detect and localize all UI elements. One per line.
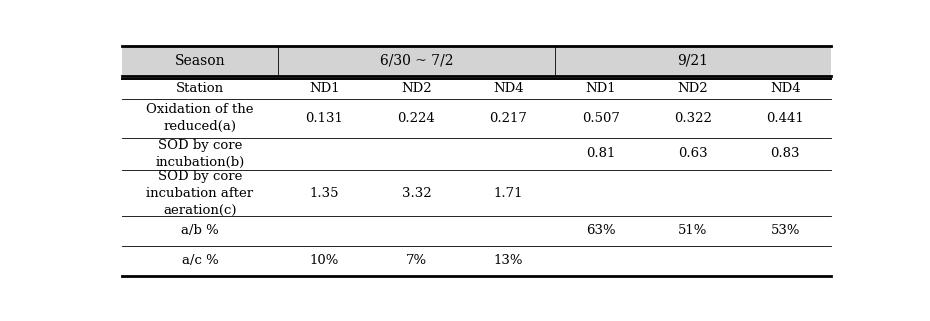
Text: 0.83: 0.83 — [770, 147, 800, 160]
Text: 1.71: 1.71 — [494, 187, 524, 200]
Text: 0.507: 0.507 — [582, 112, 619, 125]
Text: 0.63: 0.63 — [678, 147, 708, 160]
Text: Station: Station — [176, 82, 224, 95]
Text: a/c %: a/c % — [181, 254, 219, 267]
Text: 9/21: 9/21 — [677, 54, 709, 68]
Text: 0.224: 0.224 — [397, 112, 435, 125]
Text: SOD by core
incubation(b): SOD by core incubation(b) — [155, 139, 245, 169]
Text: 0.441: 0.441 — [766, 112, 804, 125]
Text: Oxidation of the
reduced(a): Oxidation of the reduced(a) — [146, 103, 254, 133]
Text: 0.217: 0.217 — [489, 112, 527, 125]
Text: 0.81: 0.81 — [586, 147, 616, 160]
Text: SOD by core
incubation after
aeration(c): SOD by core incubation after aeration(c) — [146, 169, 254, 217]
Text: 0.322: 0.322 — [674, 112, 711, 125]
Text: 10%: 10% — [310, 254, 339, 267]
Text: 0.131: 0.131 — [305, 112, 343, 125]
Text: ND2: ND2 — [401, 82, 432, 95]
Text: ND1: ND1 — [309, 82, 339, 95]
Text: 13%: 13% — [494, 254, 524, 267]
Text: ND4: ND4 — [770, 82, 801, 95]
Text: Season: Season — [175, 54, 225, 68]
Text: 3.32: 3.32 — [402, 187, 432, 200]
Text: 53%: 53% — [770, 224, 800, 238]
Text: a/b %: a/b % — [181, 224, 219, 238]
Text: ND1: ND1 — [585, 82, 616, 95]
Text: 1.35: 1.35 — [310, 187, 339, 200]
Text: 7%: 7% — [405, 254, 427, 267]
Text: ND2: ND2 — [678, 82, 709, 95]
Text: 63%: 63% — [586, 224, 616, 238]
Text: 6/30 ~ 7/2: 6/30 ~ 7/2 — [379, 54, 453, 68]
Text: 51%: 51% — [678, 224, 708, 238]
Text: ND4: ND4 — [493, 82, 524, 95]
